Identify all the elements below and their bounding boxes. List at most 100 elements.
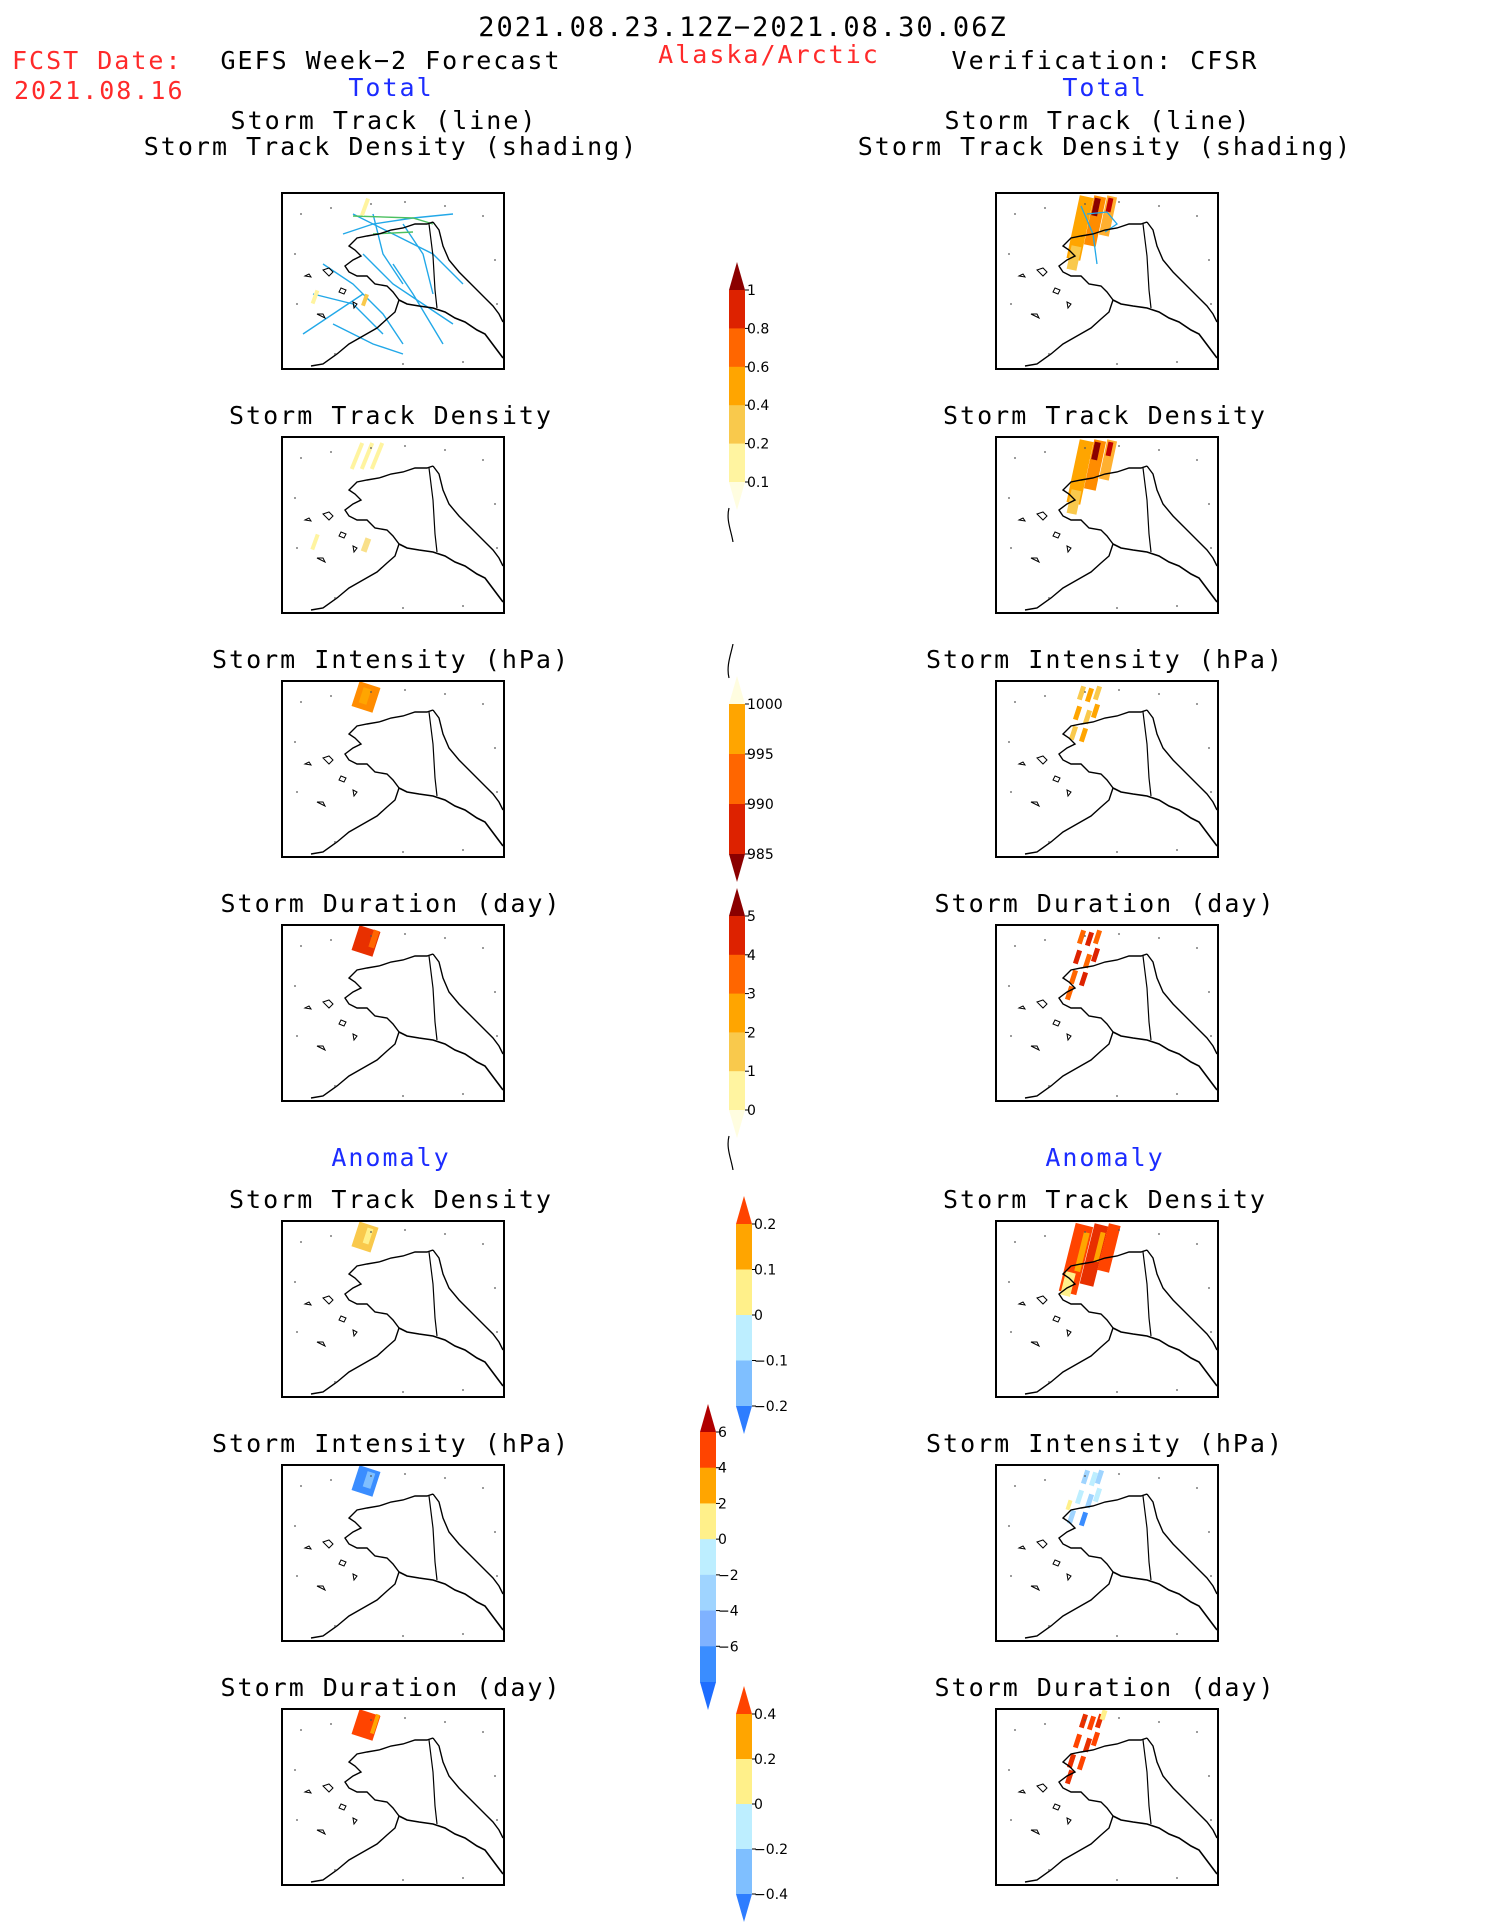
colorbar-segment — [700, 1539, 716, 1576]
grid-dot — [1048, 1085, 1050, 1087]
duration-shade — [1072, 949, 1083, 965]
grid-dot — [1014, 1485, 1016, 1487]
grid-dot — [300, 1485, 302, 1487]
colorbar-arrow-top — [729, 262, 745, 290]
grid-dot — [370, 203, 372, 205]
colorbar-duration-anom: 0.4 0.2 0 −0.2 −0.4 — [736, 1686, 788, 1922]
right-track-line-title: Storm Track (line) — [944, 106, 1252, 135]
right-intensity-title: Storm Intensity (hPa) — [925, 645, 1285, 674]
colorbar-segment — [729, 954, 745, 995]
colorbar-tick-label: 1 — [747, 283, 756, 299]
grid-dot — [1158, 1477, 1160, 1479]
left-track-map — [281, 192, 505, 370]
colorbar-tick-label: 3 — [747, 987, 756, 1003]
colorbar-intensity-anom: 6 4 2 0 −2 −4 −6 — [700, 1404, 739, 1710]
anomaly-shade — [1078, 1713, 1089, 1729]
coastline — [1024, 709, 1217, 855]
grid-dot — [494, 991, 496, 993]
grid-dot — [294, 1769, 296, 1771]
colorbar-tick-label: 1 — [747, 1064, 756, 1080]
left-anom-intensity-title: Storm Intensity (hPa) — [211, 1429, 571, 1458]
grid-dot — [1044, 1235, 1046, 1237]
grid-dot — [1014, 1729, 1016, 1731]
grid-dot — [1208, 1775, 1210, 1777]
forecast-period: 2021.08.23.12Z−2021.08.30.06Z — [478, 12, 1008, 43]
coastline-south — [398, 1327, 503, 1387]
map-canvas — [1008, 929, 1217, 1099]
coastline — [1024, 1249, 1217, 1395]
grid-dot — [330, 1723, 332, 1725]
grid-dot — [1116, 363, 1118, 365]
intensity-shade — [1076, 685, 1087, 701]
right-intensity-map — [995, 680, 1219, 858]
coastline — [1024, 953, 1217, 1099]
grid-dot — [494, 1287, 496, 1289]
density-shade — [369, 442, 385, 470]
grid-dot — [1010, 1819, 1012, 1821]
grid-dot — [1044, 939, 1046, 941]
grid-dot — [330, 451, 332, 453]
alaska-canada-border — [428, 955, 438, 1041]
intensity-shade — [1072, 705, 1083, 721]
colorbar-segment — [736, 1849, 752, 1895]
grid-dot — [330, 1235, 332, 1237]
left-anom-duration-map — [281, 1708, 505, 1886]
coastline-south — [398, 1815, 503, 1875]
grid-dot — [1118, 933, 1120, 935]
grid-dot — [334, 1869, 336, 1871]
anomaly-shade — [370, 1713, 380, 1735]
colorbar-tick-label: 2 — [718, 1496, 727, 1512]
coastline — [1024, 1493, 1217, 1639]
grid-dot — [402, 1635, 404, 1637]
right-anom-density-map — [995, 1220, 1219, 1398]
colorbar-tick-label: 990 — [747, 797, 774, 813]
left-density-title: Storm Track Density — [229, 401, 553, 430]
map-canvas — [294, 682, 503, 855]
colorbar-segment — [729, 328, 745, 368]
colorbar-tick-label: 995 — [747, 747, 774, 763]
grid-dot — [404, 201, 406, 203]
colorbar-segment — [729, 1071, 745, 1111]
anomaly-shade — [1082, 1737, 1093, 1753]
islands — [303, 1295, 358, 1348]
grid-dot — [462, 605, 464, 607]
colorbar-segment — [700, 1610, 716, 1647]
right-duration-title: Storm Duration (day) — [934, 889, 1276, 918]
grid-dot — [1158, 937, 1160, 939]
left-duration-map — [281, 924, 505, 1102]
colorbar-arrow-top — [736, 1686, 752, 1714]
anomaly-shade — [1066, 1753, 1077, 1769]
grid-dot — [1084, 1475, 1086, 1477]
islands — [1017, 755, 1072, 808]
grid-dot — [496, 1575, 498, 1577]
grid-dot — [330, 1479, 332, 1481]
grid-dot — [1048, 353, 1050, 355]
grid-dot — [1196, 1243, 1198, 1245]
density-shade — [359, 442, 375, 470]
grid-dot — [300, 457, 302, 459]
right-track-map — [995, 192, 1219, 370]
coastline — [310, 221, 503, 367]
colorbar-tick-label: 0.6 — [747, 360, 769, 376]
duration-shade — [1078, 971, 1089, 987]
colorbar-arrow-top — [729, 676, 745, 704]
duration-shade — [1092, 929, 1103, 945]
grid-dot — [300, 213, 302, 215]
grid-dot — [370, 1231, 372, 1233]
colorbar-tick-label: −0.2 — [754, 1399, 788, 1415]
alaska-canada-border — [1142, 1495, 1152, 1581]
alaska-canada-border — [1142, 223, 1152, 309]
colorbar-segment — [700, 1503, 716, 1540]
fcst-date-label: FCST Date: — [12, 46, 183, 75]
intensity-shade — [1082, 709, 1093, 725]
grid-dot — [402, 1095, 404, 1097]
intensity-shade — [1092, 685, 1103, 701]
grid-dot — [482, 1243, 484, 1245]
grid-dot — [494, 1531, 496, 1533]
islands — [303, 267, 358, 320]
grid-dot — [1208, 259, 1210, 261]
alaska-canada-border — [428, 1495, 438, 1581]
grid-dot — [1176, 849, 1178, 851]
coastline — [1024, 1737, 1217, 1883]
colorbar-tick-label: −6 — [718, 1639, 739, 1655]
